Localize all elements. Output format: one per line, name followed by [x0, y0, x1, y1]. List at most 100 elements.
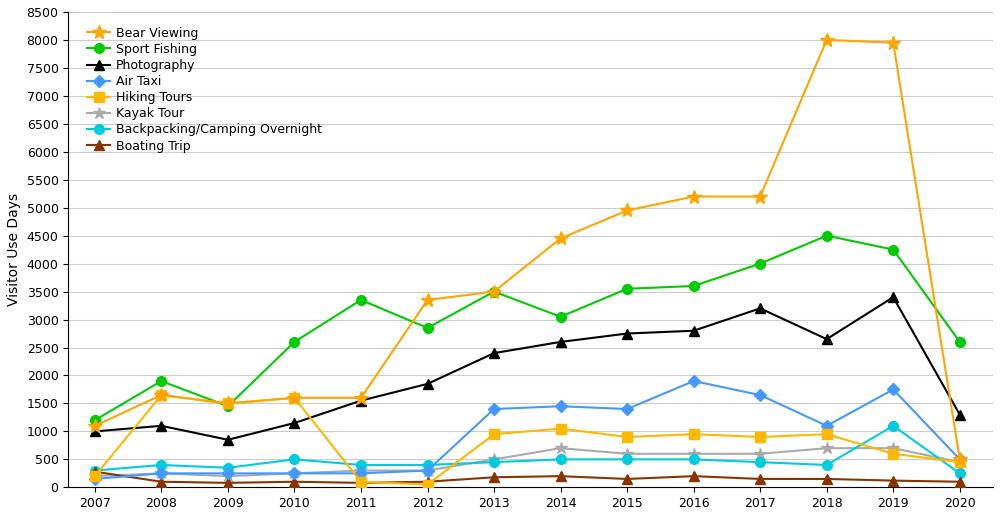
Air Taxi: [555, 403, 567, 409]
Kayak Tour: [754, 451, 766, 457]
Backpacking/Camping Overnight: [89, 467, 101, 474]
Backpacking/Camping Overnight: [288, 457, 300, 463]
Sport Fishing: [887, 247, 899, 253]
Kayak Tour: [89, 473, 101, 479]
Photography: [887, 294, 899, 300]
Sport Fishing: [754, 261, 766, 267]
Photography: [688, 328, 700, 334]
Boating Trip: [288, 479, 300, 485]
Air Taxi: [222, 470, 234, 477]
Backpacking/Camping Overnight: [155, 462, 167, 468]
Boating Trip: [488, 474, 500, 480]
Line: Photography: Photography: [90, 292, 965, 445]
Hiking Tours: [488, 431, 500, 437]
Line: Bear Viewing: Bear Viewing: [88, 33, 967, 466]
Line: Kayak Tour: Kayak Tour: [89, 442, 966, 482]
Backpacking/Camping Overnight: [488, 459, 500, 465]
Hiking Tours: [887, 451, 899, 457]
Sport Fishing: [288, 339, 300, 345]
Bear Viewing: [155, 392, 167, 398]
Photography: [89, 428, 101, 434]
Air Taxi: [422, 467, 434, 474]
Line: Hiking Tours: Hiking Tours: [90, 390, 965, 490]
Sport Fishing: [555, 314, 567, 320]
Air Taxi: [887, 386, 899, 392]
Hiking Tours: [621, 434, 633, 440]
Photography: [288, 420, 300, 426]
Boating Trip: [754, 476, 766, 482]
Boating Trip: [155, 479, 167, 485]
Hiking Tours: [754, 434, 766, 440]
Backpacking/Camping Overnight: [887, 423, 899, 429]
Bear Viewing: [222, 400, 234, 406]
Air Taxi: [821, 423, 833, 429]
Air Taxi: [89, 476, 101, 482]
Boating Trip: [222, 480, 234, 486]
Photography: [754, 305, 766, 311]
Boating Trip: [422, 479, 434, 485]
Legend: Bear Viewing, Sport Fishing, Photography, Air Taxi, Hiking Tours, Kayak Tour, Ba: Bear Viewing, Sport Fishing, Photography…: [84, 23, 326, 156]
Photography: [422, 381, 434, 387]
Y-axis label: Visitor Use Days: Visitor Use Days: [7, 193, 21, 306]
Boating Trip: [355, 480, 367, 486]
Sport Fishing: [89, 417, 101, 423]
Boating Trip: [688, 473, 700, 479]
Kayak Tour: [821, 445, 833, 451]
Backpacking/Camping Overnight: [422, 462, 434, 468]
Kayak Tour: [621, 451, 633, 457]
Air Taxi: [621, 406, 633, 412]
Air Taxi: [688, 378, 700, 384]
Bear Viewing: [887, 40, 899, 46]
Photography: [222, 437, 234, 443]
Kayak Tour: [355, 467, 367, 474]
Hiking Tours: [954, 459, 966, 465]
Backpacking/Camping Overnight: [555, 457, 567, 463]
Bear Viewing: [954, 457, 966, 463]
Sport Fishing: [355, 297, 367, 303]
Sport Fishing: [621, 286, 633, 292]
Backpacking/Camping Overnight: [222, 465, 234, 471]
Hiking Tours: [821, 431, 833, 437]
Boating Trip: [555, 473, 567, 479]
Kayak Tour: [155, 470, 167, 477]
Sport Fishing: [155, 378, 167, 384]
Backpacking/Camping Overnight: [754, 459, 766, 465]
Backpacking/Camping Overnight: [688, 457, 700, 463]
Kayak Tour: [954, 459, 966, 465]
Bear Viewing: [488, 288, 500, 295]
Hiking Tours: [555, 425, 567, 432]
Hiking Tours: [222, 400, 234, 406]
Boating Trip: [621, 476, 633, 482]
Line: Air Taxi: Air Taxi: [91, 377, 964, 483]
Air Taxi: [488, 406, 500, 412]
Boating Trip: [821, 476, 833, 482]
Sport Fishing: [488, 288, 500, 295]
Hiking Tours: [355, 479, 367, 485]
Hiking Tours: [422, 481, 434, 488]
Kayak Tour: [688, 451, 700, 457]
Photography: [155, 423, 167, 429]
Air Taxi: [754, 392, 766, 398]
Kayak Tour: [422, 467, 434, 474]
Hiking Tours: [155, 392, 167, 398]
Kayak Tour: [288, 470, 300, 477]
Boating Trip: [954, 479, 966, 485]
Bear Viewing: [355, 395, 367, 401]
Bear Viewing: [621, 207, 633, 214]
Air Taxi: [355, 470, 367, 477]
Sport Fishing: [821, 233, 833, 239]
Sport Fishing: [222, 403, 234, 409]
Hiking Tours: [89, 473, 101, 479]
Kayak Tour: [887, 445, 899, 451]
Hiking Tours: [288, 395, 300, 401]
Photography: [555, 339, 567, 345]
Photography: [954, 412, 966, 418]
Air Taxi: [954, 457, 966, 463]
Air Taxi: [288, 470, 300, 477]
Backpacking/Camping Overnight: [355, 462, 367, 468]
Line: Boating Trip: Boating Trip: [90, 467, 965, 488]
Sport Fishing: [688, 283, 700, 289]
Hiking Tours: [688, 431, 700, 437]
Backpacking/Camping Overnight: [621, 457, 633, 463]
Kayak Tour: [555, 445, 567, 451]
